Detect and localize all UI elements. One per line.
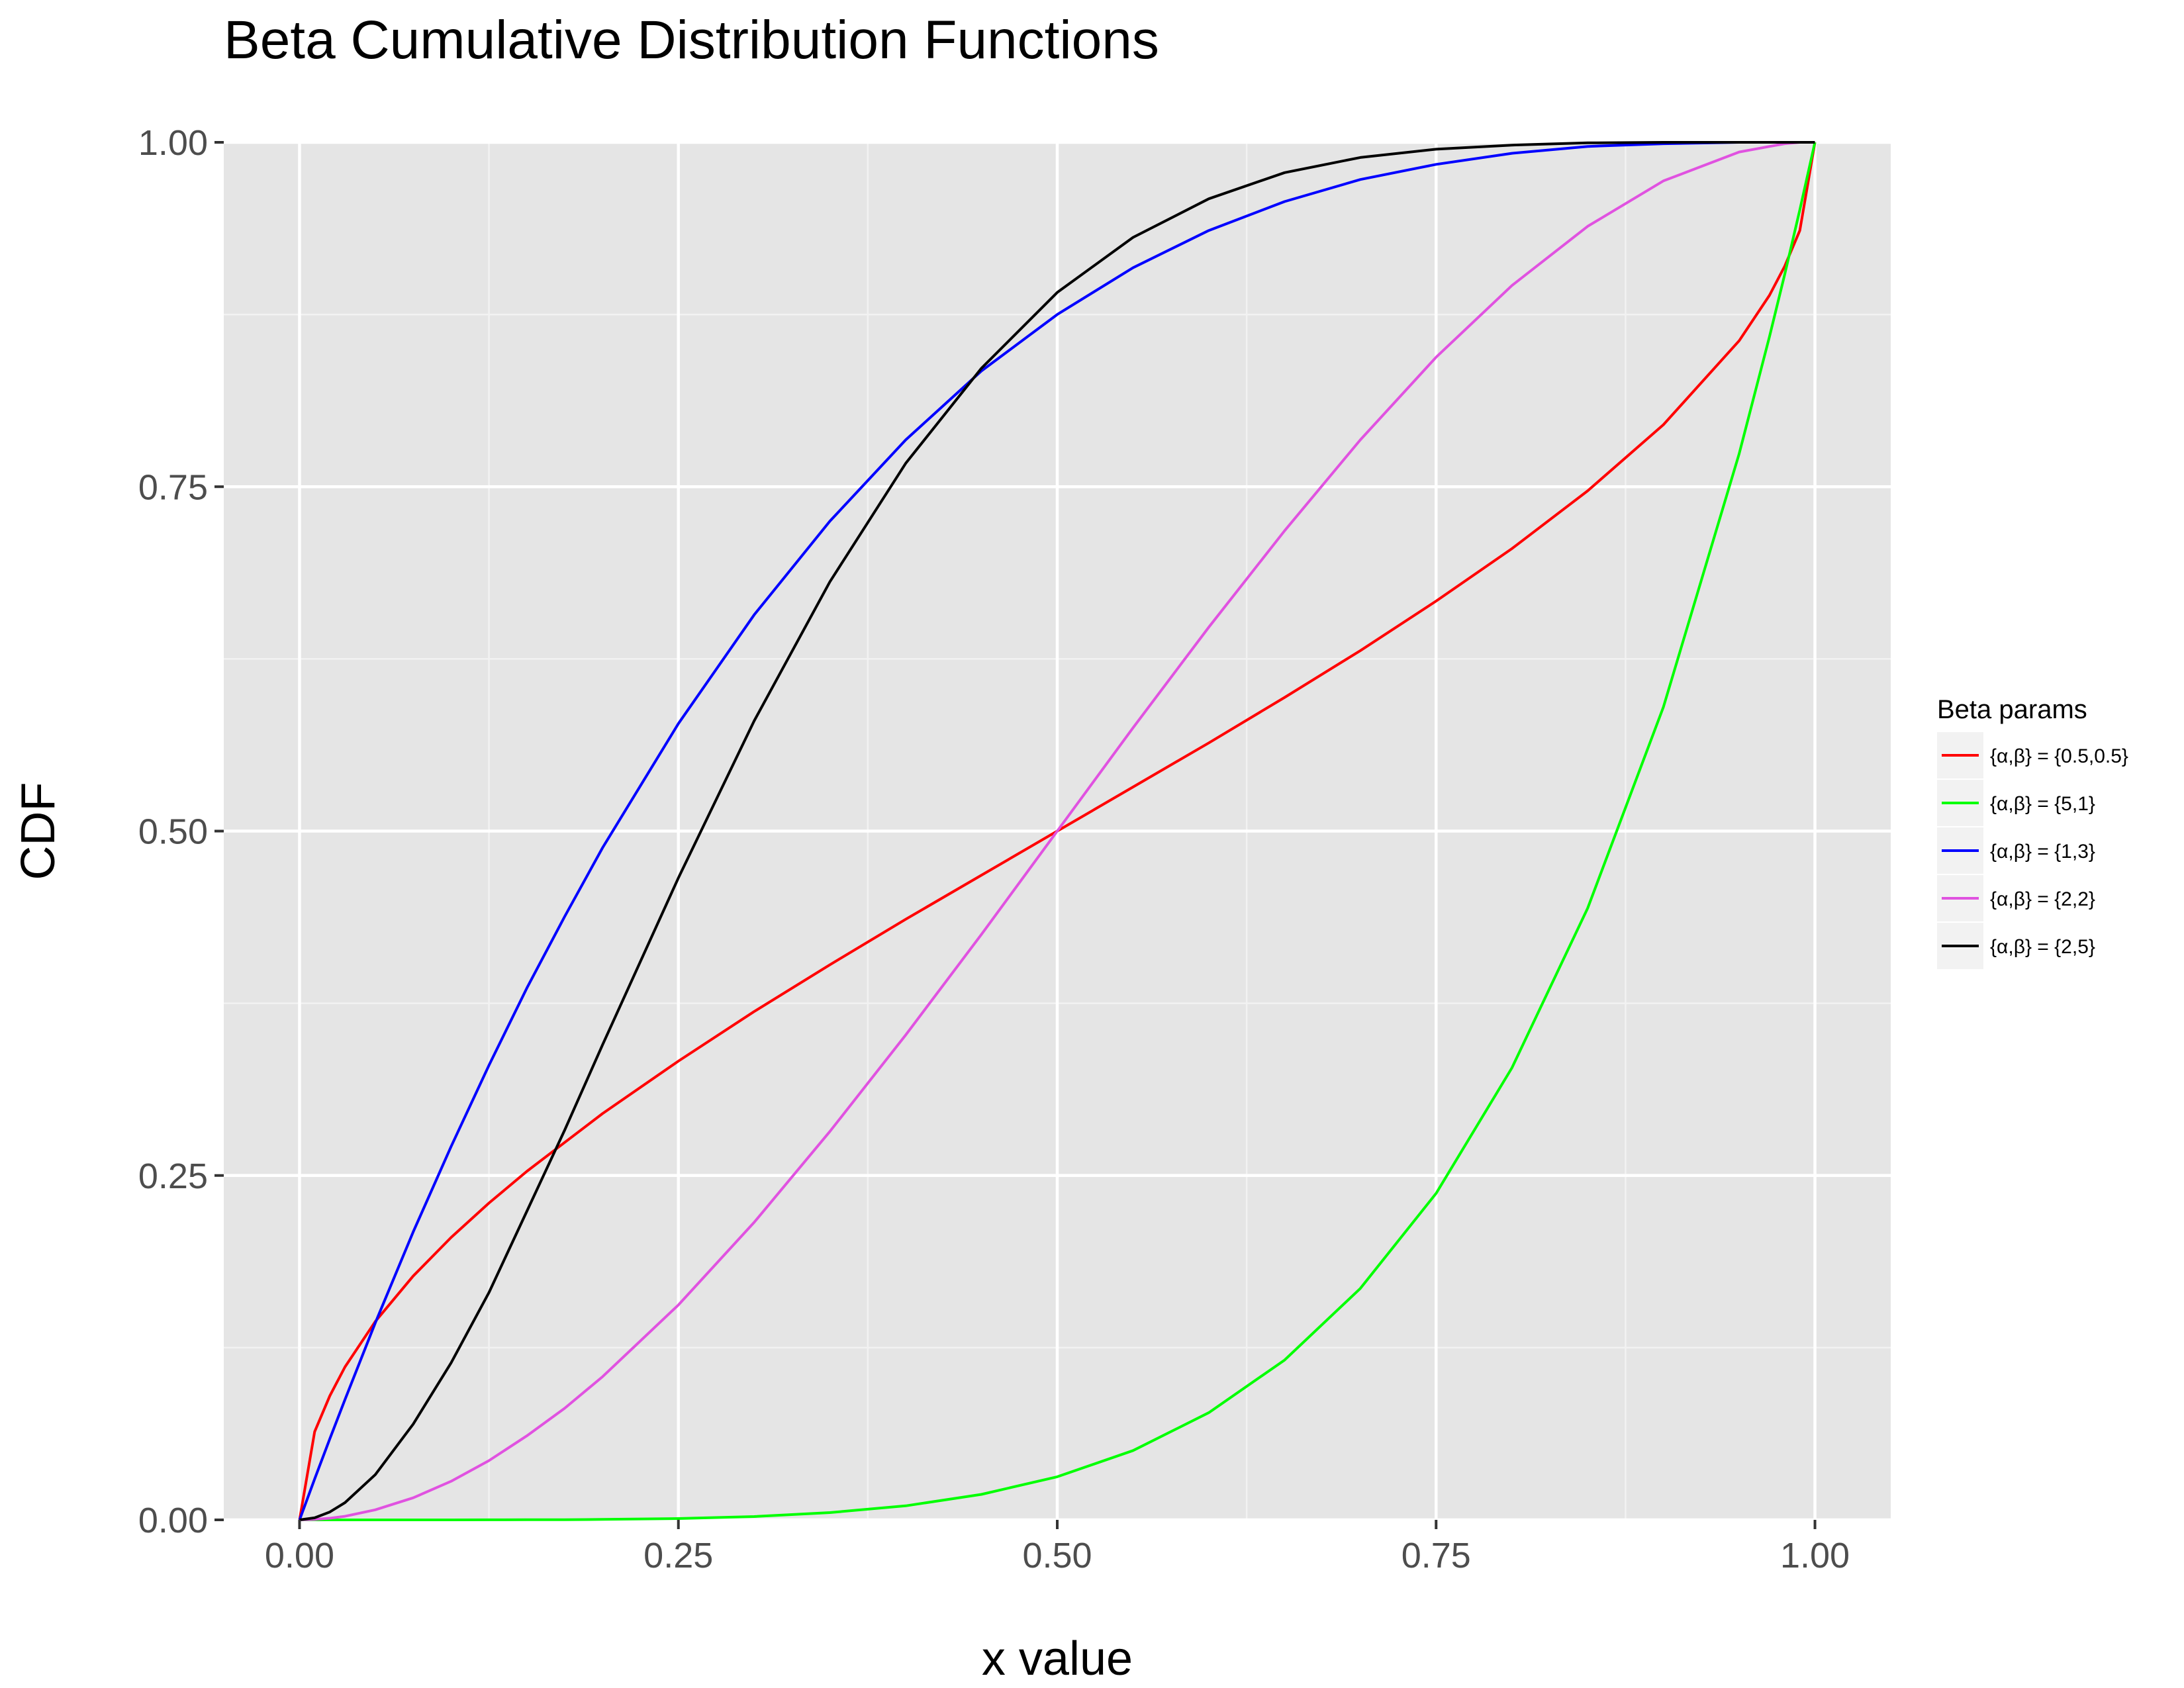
legend: Beta params {α,β} = {0.5,0.5} {α,β} = {5,… xyxy=(1937,695,2128,969)
legend-label: {α,β} = {2,5} xyxy=(1990,936,2095,958)
y-tick-label: 0.75 xyxy=(138,467,208,507)
x-tick-label: 0.75 xyxy=(1401,1536,1471,1575)
y-tick-label: 0.50 xyxy=(138,812,208,852)
legend-label: {α,β} = {5,1} xyxy=(1990,793,2095,815)
series-lines xyxy=(298,141,1817,1521)
plot-panel xyxy=(224,140,1891,1522)
y-tick-label: 1.00 xyxy=(138,123,208,163)
x-axis-title: x value xyxy=(982,1632,1133,1685)
chart-title: Beta Cumulative Distribution Functions xyxy=(224,10,1159,70)
x-tick-label: 0.00 xyxy=(265,1536,334,1575)
y-tick-label: 0.25 xyxy=(138,1156,208,1196)
y-tick-label: 0.00 xyxy=(138,1501,208,1540)
series-line-5 xyxy=(299,141,1815,1521)
series-line-4 xyxy=(299,141,1815,1521)
y-axis-title: CDF xyxy=(12,782,65,880)
x-tick-label: 1.00 xyxy=(1780,1536,1850,1575)
legend-label: {α,β} = {1,3} xyxy=(1990,841,2095,863)
legend-label: {α,β} = {0.5,0.5} xyxy=(1990,745,2128,767)
legend-title: Beta params xyxy=(1937,695,2087,724)
x-tick-label: 0.50 xyxy=(1022,1536,1092,1575)
legend-label: {α,β} = {2,2} xyxy=(1990,888,2095,910)
y-axis: 0.00 0.25 0.50 0.75 1.00 xyxy=(138,123,224,1540)
legend-items: {α,β} = {0.5,0.5} {α,β} = {5,1} {α,β} = {1… xyxy=(1937,732,2128,969)
x-tick-label: 0.25 xyxy=(643,1536,713,1575)
x-axis: 0.00 0.25 0.50 0.75 1.00 xyxy=(265,1520,1850,1575)
series-line-2 xyxy=(299,142,1817,1521)
series-line-1 xyxy=(298,142,1817,1521)
